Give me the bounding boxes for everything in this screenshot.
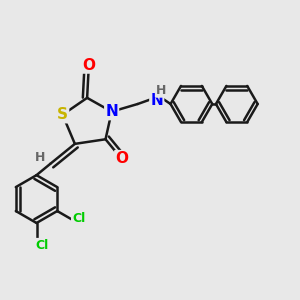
Text: N: N: [150, 93, 163, 108]
Text: O: O: [115, 151, 128, 166]
Text: Cl: Cl: [35, 239, 49, 252]
Text: O: O: [82, 58, 95, 73]
Text: S: S: [57, 107, 68, 122]
Text: N: N: [105, 104, 118, 119]
Text: H: H: [35, 151, 46, 164]
Text: Cl: Cl: [72, 212, 85, 225]
Text: H: H: [156, 84, 166, 97]
